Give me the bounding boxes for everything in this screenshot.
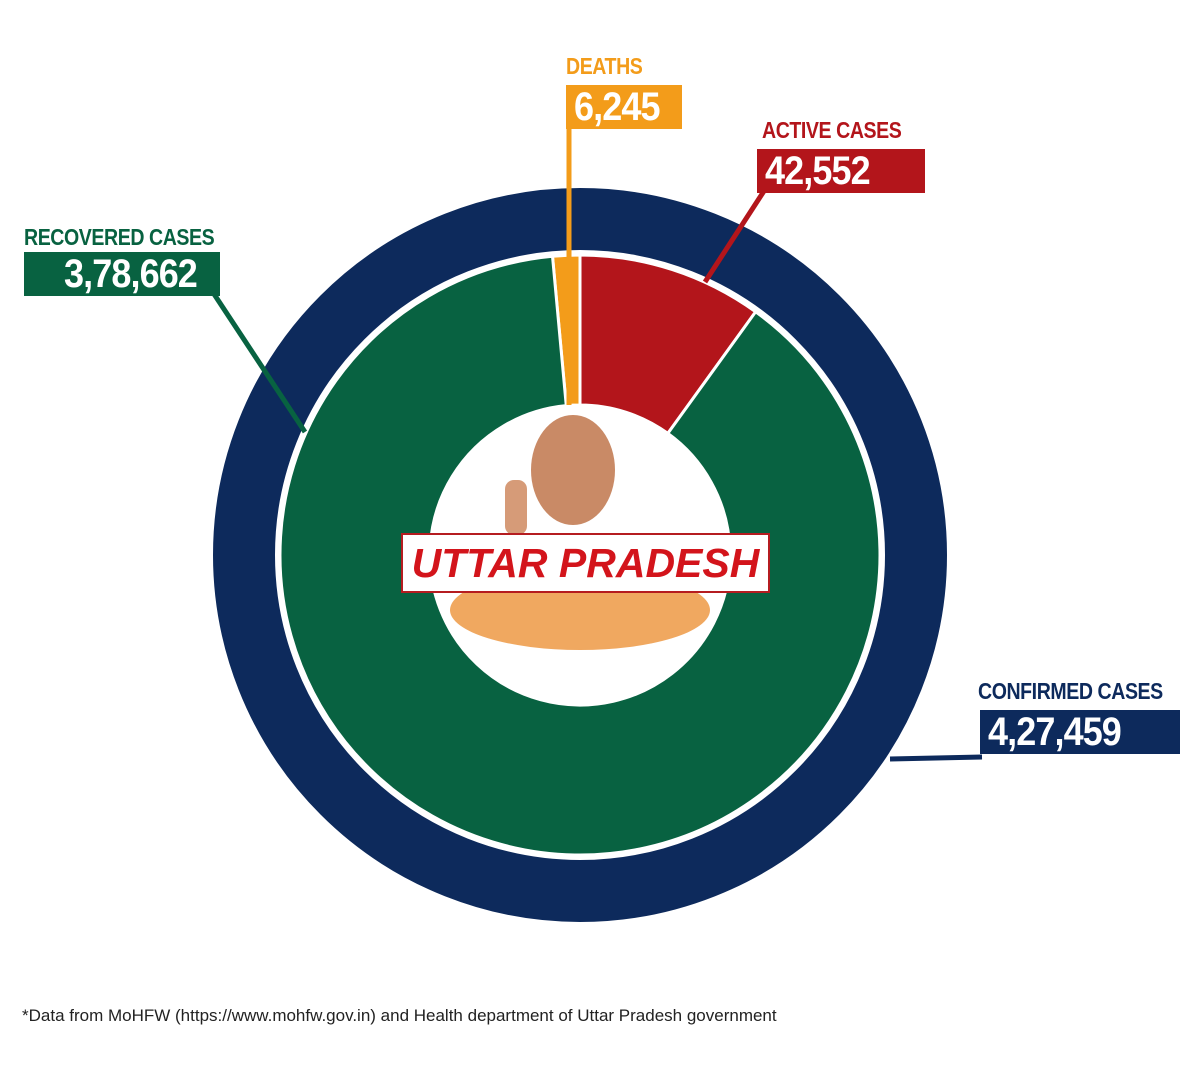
deaths-value: 6,245 — [566, 85, 682, 129]
confirmed-cases-label: CONFIRMED CASES — [978, 678, 1163, 704]
active-cases-label: ACTIVE CASES — [762, 117, 902, 143]
footnote: *Data from MoHFW (https://www.mohfw.gov.… — [22, 1006, 777, 1025]
active-cases-value: 42,552 — [757, 149, 925, 193]
recovered-cases-leader-line — [211, 292, 308, 434]
active-cases-leader-line — [702, 189, 767, 284]
confirmed-cases-value: 4,27,459 — [980, 710, 1180, 754]
recovered-cases-label: RECOVERED CASES — [24, 224, 215, 250]
confirmed-cases-leader-line — [889, 754, 983, 762]
recovered-cases-value: 3,78,662 — [24, 252, 220, 296]
confirmed-cases-ring — [213, 188, 947, 922]
recovered-cases-segment — [278, 254, 882, 857]
portrait-head — [531, 415, 615, 525]
deaths-label: DEATHS — [566, 53, 643, 79]
chart-title: UTTAR PRADESH — [401, 533, 770, 593]
portrait-hand — [505, 480, 527, 535]
